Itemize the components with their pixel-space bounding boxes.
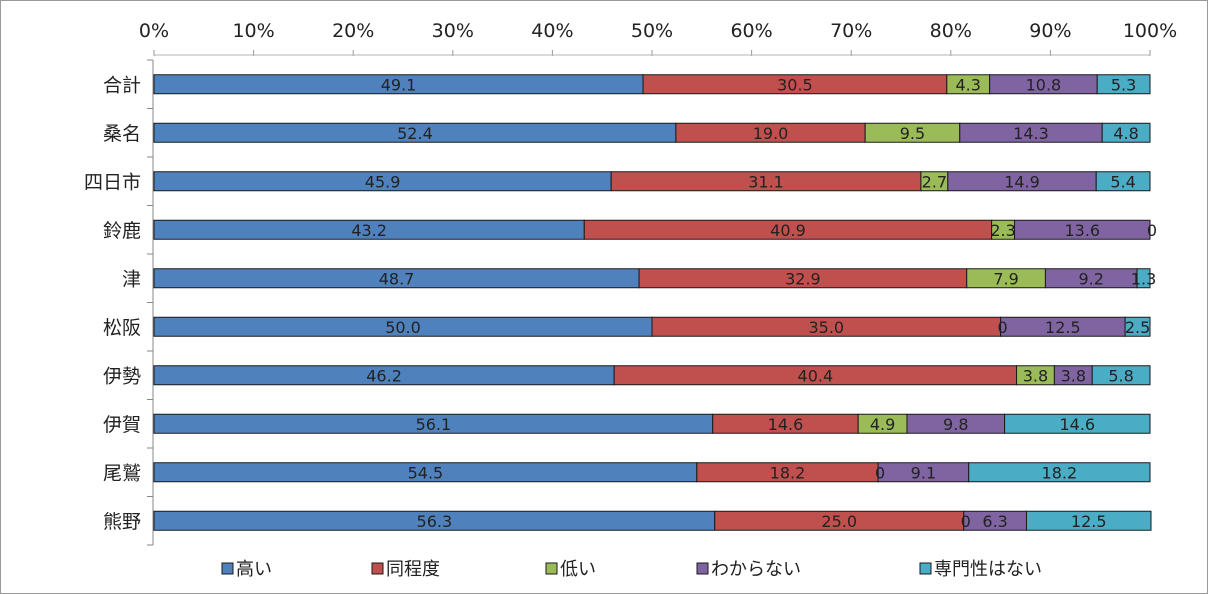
legend-swatch xyxy=(919,562,932,575)
category-label: 四日市 xyxy=(84,171,141,193)
data-label: 10.8 xyxy=(1026,75,1062,94)
data-label: 5.3 xyxy=(1111,75,1136,94)
data-label: 12.5 xyxy=(1071,512,1107,531)
data-label: 18.2 xyxy=(1042,463,1078,482)
data-label: 1.3 xyxy=(1131,269,1156,288)
data-label: 5.8 xyxy=(1108,366,1133,385)
bars-layer xyxy=(153,74,1152,531)
data-label: 4.8 xyxy=(1113,124,1138,143)
data-label: 13.6 xyxy=(1064,221,1100,240)
legend-swatch xyxy=(371,562,384,575)
category-label: 津 xyxy=(122,268,141,290)
data-label: 3.8 xyxy=(1023,366,1048,385)
x-tick-label: 30% xyxy=(432,20,474,42)
category-label: 松阪 xyxy=(103,317,141,339)
data-label: 43.2 xyxy=(351,221,387,240)
bar-segment xyxy=(1025,510,1152,531)
data-label: 48.7 xyxy=(379,269,415,288)
data-label: 45.9 xyxy=(365,172,401,191)
data-label: 14.3 xyxy=(1013,124,1049,143)
bar-segment xyxy=(1124,316,1151,337)
x-tick-label: 50% xyxy=(631,20,673,42)
legend-label: 同程度 xyxy=(386,559,440,580)
category-label: 伊賀 xyxy=(103,414,141,436)
data-label: 9.2 xyxy=(1079,269,1104,288)
data-label: 4.9 xyxy=(870,415,895,434)
data-label: 0 xyxy=(875,463,885,482)
data-label: 52.4 xyxy=(397,124,433,143)
data-label: 9.5 xyxy=(900,124,925,143)
bar-segment xyxy=(1096,74,1151,95)
data-label: 9.8 xyxy=(943,415,968,434)
data-label: 35.0 xyxy=(808,318,844,337)
data-label: 2.5 xyxy=(1125,318,1150,337)
data-label: 40.4 xyxy=(798,366,834,385)
x-tick-label: 10% xyxy=(232,20,274,42)
bar-segment xyxy=(1014,219,1151,240)
legend-label: 専門性はない xyxy=(934,559,1042,580)
data-label: 14.9 xyxy=(1004,172,1040,191)
bar-segment xyxy=(1136,268,1151,289)
data-label: 31.1 xyxy=(748,172,784,191)
data-label: 9.1 xyxy=(911,463,936,482)
data-label: 50.0 xyxy=(385,318,421,337)
data-label: 12.5 xyxy=(1045,318,1081,337)
bar-segment xyxy=(1101,122,1151,143)
data-label: 14.6 xyxy=(768,415,804,434)
data-label: 14.6 xyxy=(1059,415,1095,434)
data-label: 18.2 xyxy=(770,463,806,482)
category-label: 伊勢 xyxy=(103,365,141,387)
data-label: 19.0 xyxy=(753,124,789,143)
data-label: 56.1 xyxy=(416,415,452,434)
category-label: 熊野 xyxy=(103,511,141,533)
data-label: 46.2 xyxy=(366,366,402,385)
x-tick-label: 70% xyxy=(830,20,872,42)
category-label: 尾鷲 xyxy=(103,462,141,484)
data-label: 0 xyxy=(1147,221,1157,240)
legend-swatch xyxy=(221,562,234,575)
x-tick-label: 80% xyxy=(930,20,972,42)
bar-segment xyxy=(968,462,1151,483)
data-label: 56.3 xyxy=(417,512,453,531)
legend-swatch xyxy=(696,562,709,575)
x-tick-label: 20% xyxy=(332,20,374,42)
data-label: 3.8 xyxy=(1061,366,1086,385)
category-label: 桑名 xyxy=(103,123,141,145)
legend: 高い 同程度 低い わからない 専門性はない xyxy=(221,559,1042,580)
category-label: 合計 xyxy=(103,74,141,96)
legend-label: 高い xyxy=(236,559,272,580)
legend-label: わからない xyxy=(711,559,801,580)
bar-segment xyxy=(1095,171,1151,192)
bar-segment xyxy=(1004,413,1151,434)
x-tick-label: 40% xyxy=(531,20,573,42)
data-label: 30.5 xyxy=(777,75,813,94)
data-label: 25.0 xyxy=(821,512,857,531)
x-tick-label: 0% xyxy=(139,20,169,42)
legend-swatch xyxy=(545,562,558,575)
legend-label: 低い xyxy=(560,559,596,580)
data-label: 0 xyxy=(998,318,1008,337)
data-label: 0 xyxy=(961,512,971,531)
x-tick-label: 100% xyxy=(1123,20,1177,42)
data-label: 6.3 xyxy=(982,512,1007,531)
bar-segment xyxy=(1091,365,1151,386)
x-tick-label: 90% xyxy=(1029,20,1071,42)
data-label: 32.9 xyxy=(785,269,821,288)
data-label: 4.3 xyxy=(956,75,981,94)
data-label: 5.4 xyxy=(1110,172,1135,191)
data-label: 54.5 xyxy=(408,463,444,482)
category-label: 鈴鹿 xyxy=(103,220,141,242)
axis-layer: 0% 10% 20% 30% 40% 50% 60% 70% 80% 90% 100% 合計桑名四日市… xyxy=(84,20,1177,546)
data-labels-layer: 49.1 30.5 4.3 10.8 5.3 52.4 19.0 9.5 14.3 4.8 45.9… xyxy=(351,75,1157,531)
x-tick-label: 60% xyxy=(730,20,772,42)
data-label: 49.1 xyxy=(381,75,417,94)
data-label: 2.3 xyxy=(990,221,1015,240)
data-label: 2.7 xyxy=(922,172,947,191)
data-label: 40.9 xyxy=(770,221,806,240)
data-label: 7.9 xyxy=(993,269,1018,288)
